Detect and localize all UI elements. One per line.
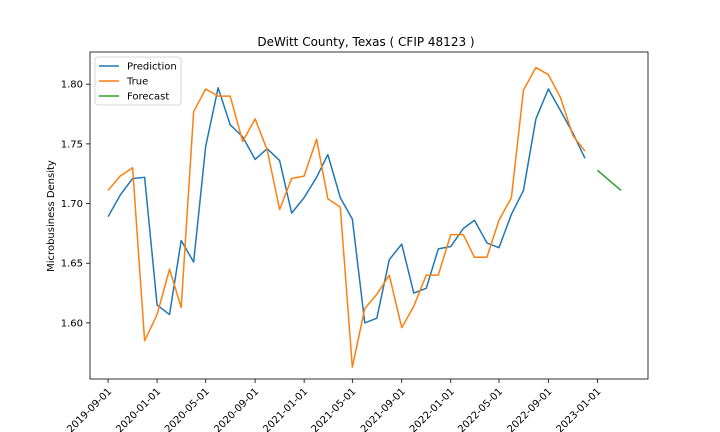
series-line-forecast bbox=[596, 169, 622, 192]
y-tick-label: 1.75 bbox=[61, 139, 83, 150]
y-tick-label: 1.60 bbox=[61, 318, 83, 329]
legend-label-true: True bbox=[126, 77, 148, 88]
plot-frame bbox=[89, 51, 649, 380]
y-axis-label: Microbusiness Density bbox=[46, 160, 57, 272]
plot-area bbox=[107, 66, 622, 368]
legend-label-prediction: Prediction bbox=[127, 62, 177, 73]
chart-title: DeWitt County, Texas ( CFIP 48123 ) bbox=[257, 35, 474, 49]
legend: Prediction True Forecast bbox=[94, 56, 182, 106]
y-tick-label: 1.65 bbox=[61, 259, 83, 270]
legend-label-forecast: Forecast bbox=[127, 92, 169, 103]
y-tick-label: 1.80 bbox=[61, 80, 83, 91]
series-line-true bbox=[107, 66, 586, 368]
y-tick-label: 1.70 bbox=[61, 199, 83, 210]
legend-box bbox=[94, 56, 182, 106]
series-line-prediction bbox=[107, 87, 586, 324]
